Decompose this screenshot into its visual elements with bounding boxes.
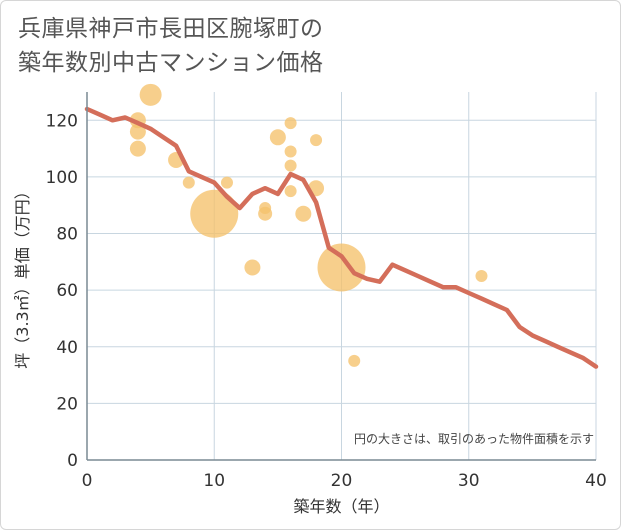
data-bubble (139, 83, 162, 106)
bubble-layer (129, 83, 488, 367)
x-tick-label: 30 (458, 471, 480, 491)
x-tick-label: 20 (331, 471, 353, 491)
chart-title: 兵庫県神戸市長田区腕塚町の 築年数別中古マンション価格 (18, 12, 578, 80)
y-tick-label: 60 (56, 281, 78, 301)
x-tick-label: 10 (203, 471, 225, 491)
data-bubble (220, 176, 233, 189)
data-bubble (244, 259, 261, 276)
data-bubble (190, 189, 239, 238)
y-tick-label: 40 (56, 338, 78, 358)
trend-line-layer (84, 106, 599, 369)
data-bubble (295, 205, 312, 222)
data-bubble (129, 123, 146, 140)
data-bubble (284, 145, 297, 158)
y-tick-label: 20 (56, 394, 78, 414)
data-bubble (310, 134, 323, 147)
grid-layer (87, 92, 597, 460)
data-bubble (129, 140, 146, 157)
data-bubble (284, 185, 297, 198)
data-bubble (269, 129, 286, 146)
chart-title-line-2: 築年数別中古マンション価格 (18, 50, 324, 76)
size-legend-note: 円の大きさは、取引のあった物件面積を示す (354, 431, 594, 446)
data-bubble (284, 159, 297, 172)
x-tick-label: 0 (82, 471, 93, 491)
y-tick-label: 100 (46, 168, 78, 188)
data-bubble (182, 176, 195, 189)
axis-layer: 0 10 20 30 40 0 20 40 60 80 100 120 (46, 92, 607, 491)
y-axis-label: 坪（3.3㎡）単価（万円） (13, 183, 32, 368)
x-tick-label: 40 (585, 471, 607, 491)
data-bubble (259, 202, 272, 215)
data-bubble (475, 270, 488, 282)
y-tick-label: 0 (67, 451, 78, 471)
x-axis-label: 築年数（年） (293, 497, 389, 516)
data-bubble (317, 243, 366, 292)
data-bubble (348, 354, 361, 367)
data-bubble (284, 117, 297, 130)
y-tick-label: 120 (46, 111, 78, 131)
chart-title-line-1: 兵庫県神戸市長田区腕塚町の (18, 16, 324, 42)
trend-line (84, 106, 599, 369)
y-tick-label: 80 (56, 225, 78, 245)
